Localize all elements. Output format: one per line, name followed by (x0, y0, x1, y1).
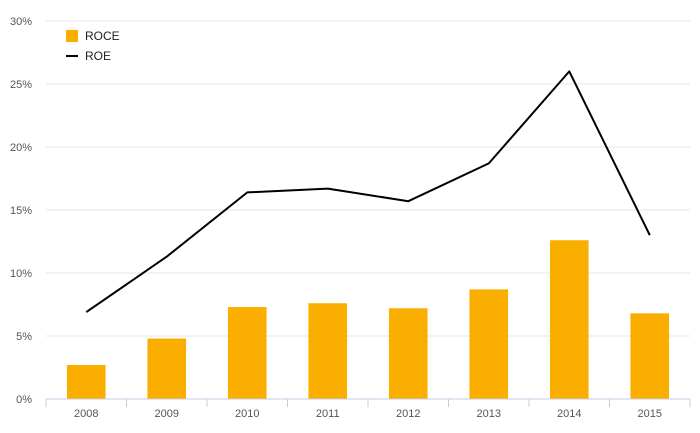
y-tick-label: 25% (10, 79, 32, 91)
gridlines (46, 20, 690, 337)
roce-bars (66, 240, 670, 399)
legend: ROCE ROE (66, 29, 120, 63)
legend-label-roce: ROCE (85, 29, 120, 43)
roe-line-group (85, 70, 651, 313)
x-tick-label: 2014 (557, 408, 581, 420)
x-tick-label: 2010 (235, 408, 259, 420)
x-tick-label: 2012 (396, 408, 420, 420)
x-tick-label: 2013 (477, 408, 501, 420)
axes: 0% 5% 10% 15% 20% 25% 30% 2008 2009 2010 2011 2012 2… (10, 16, 691, 420)
legend-label-roe: ROE (85, 49, 111, 63)
roce-bar (308, 303, 348, 399)
roce-bar (227, 307, 267, 399)
y-tick-label: 15% (10, 205, 32, 217)
roce-bar (147, 338, 187, 399)
x-tick-label: 2015 (638, 408, 662, 420)
x-tick-label: 2009 (155, 408, 179, 420)
roce-bar (630, 313, 670, 399)
roce-bar (388, 308, 428, 399)
y-tick-label: 0% (16, 394, 32, 406)
y-tick-label: 20% (10, 142, 32, 154)
roe-line (85, 70, 651, 313)
roce-bar (66, 364, 106, 399)
legend-swatch-roce (66, 30, 78, 42)
y-tick-label: 5% (16, 331, 32, 343)
roce-bar (469, 289, 509, 399)
x-tick-label: 2008 (74, 408, 98, 420)
y-tick-label: 10% (10, 268, 32, 280)
x-tick-label: 2011 (316, 408, 340, 420)
y-tick-label: 30% (10, 16, 32, 28)
roce-bar (549, 240, 589, 399)
